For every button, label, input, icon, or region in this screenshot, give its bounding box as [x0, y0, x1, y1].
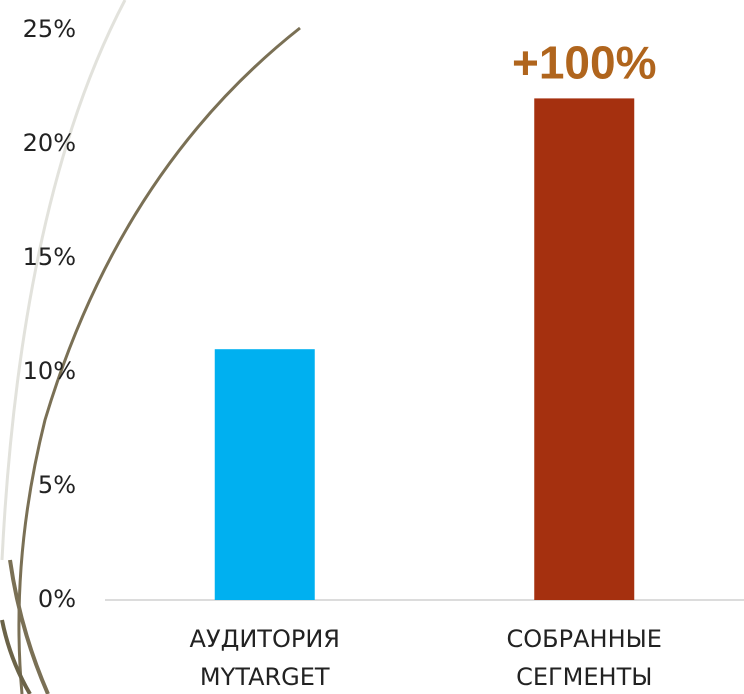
x-tick-label-line: MYTARGET — [200, 663, 330, 691]
bar — [215, 349, 315, 600]
x-tick-label-line: СОБРАННЫЕ — [507, 625, 662, 653]
y-tick-label: 0% — [38, 585, 76, 613]
y-tick-label: 20% — [23, 129, 76, 157]
x-tick-label-line: АУДИТОРИЯ — [190, 625, 340, 653]
y-tick-label: 5% — [38, 471, 76, 499]
chart: 0% 5% 10% 15% 20% 25% АУДИТОРИЯ MYTARGET СОБРАНН… — [0, 0, 744, 694]
annotation: +100% — [512, 37, 657, 89]
y-tick-label: 25% — [23, 15, 76, 43]
page: {"chart_data": {"type": "bar", "categori… — [0, 0, 744, 694]
y-tick-label: 10% — [23, 357, 76, 385]
x-tick-label: СОБРАННЫЕ СЕГМЕНТЫ — [507, 625, 662, 691]
x-tick-label: АУДИТОРИЯ MYTARGET — [190, 625, 340, 691]
bar — [534, 98, 634, 600]
x-tick-label-line: СЕГМЕНТЫ — [516, 663, 652, 691]
y-tick-label: 15% — [23, 243, 76, 271]
